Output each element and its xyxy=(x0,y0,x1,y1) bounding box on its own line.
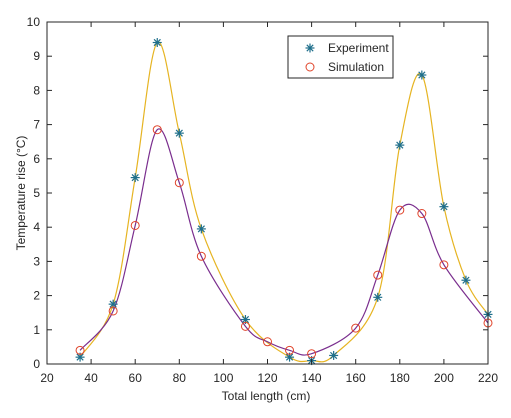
simulation-fit-line xyxy=(79,128,489,356)
x-tick-label: 60 xyxy=(129,371,143,385)
fit-curves xyxy=(79,41,489,363)
y-tick-label: 0 xyxy=(33,357,40,371)
y-tick-label: 3 xyxy=(33,254,40,268)
y-tick-label: 4 xyxy=(33,220,40,234)
y-tick-label: 10 xyxy=(27,15,41,29)
simulation-point xyxy=(307,349,317,359)
x-tick-label: 80 xyxy=(173,371,187,385)
simulation-point xyxy=(395,205,405,215)
simulation-point xyxy=(152,125,162,135)
experiment-point xyxy=(240,315,250,325)
y-tick-label: 5 xyxy=(33,186,40,200)
legend-marker-simulation xyxy=(305,62,315,72)
simulation-point xyxy=(108,306,118,316)
legend-marker-experiment xyxy=(305,43,315,53)
simulation-point xyxy=(263,337,272,347)
y-tick-label: 8 xyxy=(33,83,40,97)
y-axis-label: Temperature rise (°C) xyxy=(14,136,28,251)
simulation-point xyxy=(75,345,85,355)
x-tick-label: 200 xyxy=(434,371,454,385)
y-tick-label: 9 xyxy=(33,49,40,63)
x-tick-label: 220 xyxy=(478,371,498,385)
experiment-point xyxy=(461,275,471,285)
experiment-point xyxy=(395,140,405,150)
x-axis-label: Total length (cm) xyxy=(222,389,311,403)
experiment-point xyxy=(329,350,339,360)
simulation-point xyxy=(130,220,140,230)
simulation-point xyxy=(174,178,184,188)
x-tick-label: 160 xyxy=(346,371,366,385)
experiment-point xyxy=(373,292,383,302)
experiment-fit-line xyxy=(79,41,489,363)
simulation-point xyxy=(285,345,295,355)
x-tick-label: 100 xyxy=(213,371,233,385)
experiment-point xyxy=(196,224,206,234)
y-tick-label: 2 xyxy=(33,289,40,303)
simulation-point xyxy=(196,251,206,261)
simulation-point xyxy=(351,323,361,333)
legend-box xyxy=(287,35,394,79)
experiment-point xyxy=(417,70,427,80)
tick-labels: 20 40 60 80 100 120 140 160 180 200 220 0 1 2 3 4 5 6 7 8 9 1… xyxy=(27,15,499,385)
simulation-point xyxy=(417,209,427,219)
experiment-point xyxy=(174,128,184,138)
data-markers xyxy=(75,38,493,366)
x-tick-label: 120 xyxy=(257,371,277,385)
x-tick-label: 140 xyxy=(302,371,322,385)
axes xyxy=(46,21,489,365)
simulation-point xyxy=(240,321,250,331)
legend-label-simulation: Simulation xyxy=(328,60,384,74)
x-tick-label: 180 xyxy=(390,371,410,385)
experiment-point xyxy=(439,202,449,212)
simulation-point xyxy=(373,270,383,280)
experiment-point xyxy=(130,173,140,183)
y-tick-label: 6 xyxy=(33,152,40,166)
y-tick-label: 7 xyxy=(33,118,40,132)
experiment-point xyxy=(152,38,162,48)
legend: Experiment Simulation xyxy=(287,35,394,79)
x-tick-label: 40 xyxy=(84,371,98,385)
x-tick-label: 20 xyxy=(40,371,54,385)
simulation-point xyxy=(439,260,449,270)
legend-label-experiment: Experiment xyxy=(328,41,389,55)
y-tick-label: 1 xyxy=(33,323,40,337)
